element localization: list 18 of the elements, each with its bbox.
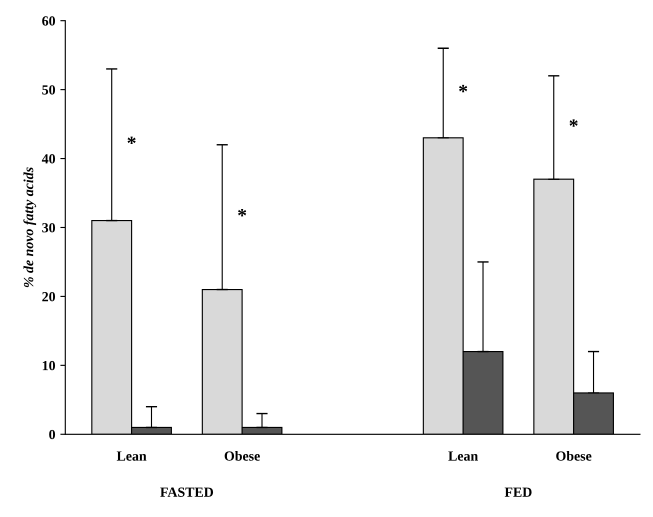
text: FASTED — [160, 488, 214, 497]
x-tick-label: Lean — [116, 451, 146, 461]
x-tick-label: Obese — [224, 450, 260, 461]
y-axis-title: % de novo fatty acids — [23, 167, 36, 288]
x-tick-label: Lean — [448, 451, 478, 461]
y-tick-label: 30 — [42, 223, 56, 232]
annotation: * — [570, 119, 578, 127]
y-tick-label: 20 — [42, 292, 56, 302]
y-tick-label: 10 — [42, 360, 56, 370]
y-tick-label: 0 — [49, 430, 56, 440]
y-tick-label: 60 — [42, 16, 56, 26]
x-tick-label: Obese — [556, 450, 592, 461]
text: FED — [504, 488, 532, 497]
annotation: * — [128, 136, 136, 144]
annotation: * — [459, 84, 468, 92]
annotation: * — [238, 208, 246, 216]
y-tick-label: 50 — [42, 85, 56, 95]
y-tick-label: 40 — [42, 154, 56, 164]
